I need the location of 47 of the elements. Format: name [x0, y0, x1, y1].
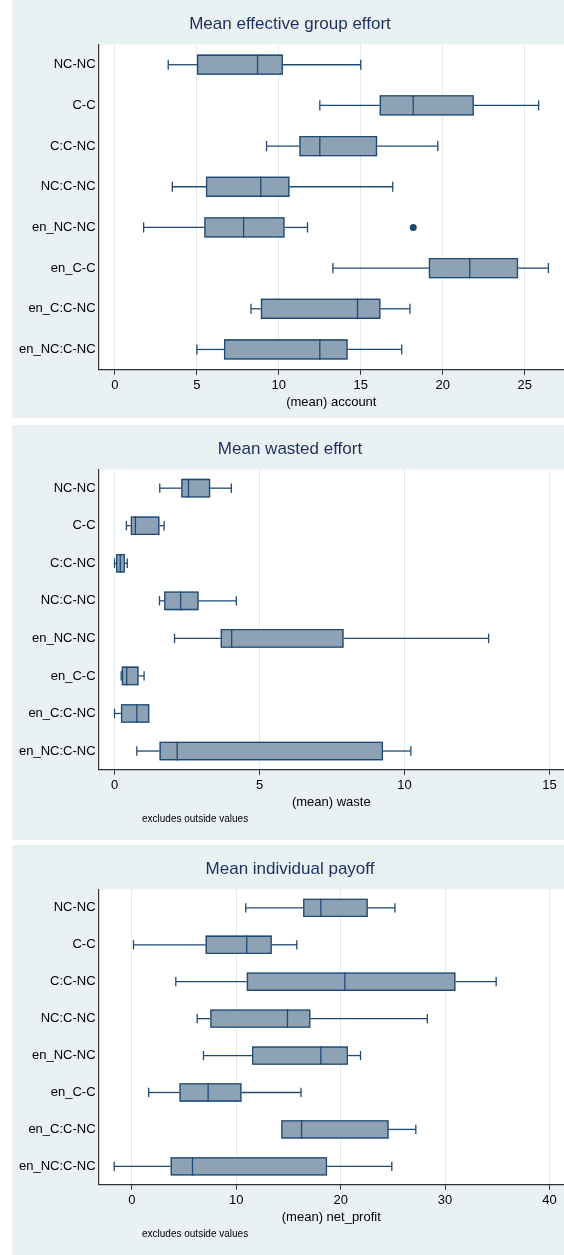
y-tick-label: NC-NC	[53, 479, 96, 495]
y-tick-label: en_C-C	[50, 667, 96, 683]
x-axis-title: (mean) waste	[291, 793, 371, 809]
y-tick-label: NC:C-NC	[40, 178, 96, 194]
x-tick-label: 20	[435, 377, 450, 393]
y-tick-label: C-C	[72, 936, 96, 952]
y-tick-label: en_C-C	[50, 1084, 96, 1100]
chart-title: Mean wasted effort	[217, 438, 363, 458]
y-tick-label: C-C	[72, 517, 96, 533]
x-tick-label: 10	[397, 777, 412, 793]
y-tick-label: en_NC:C-NC	[18, 341, 96, 357]
text: excludes outside values	[142, 1227, 249, 1239]
x-tick-label: 0	[128, 1192, 136, 1208]
y-tick-label: NC-NC	[53, 56, 96, 72]
y-tick-label: NC:C-NC	[40, 1010, 96, 1026]
y-tick-label: en_C:C-NC	[28, 1120, 96, 1136]
y-tick-label: en_C-C	[50, 259, 96, 275]
y-tick-label: C-C	[72, 96, 96, 112]
x-axis-title: (mean) net_profit	[281, 1208, 382, 1224]
x-tick-label: 0	[111, 377, 119, 393]
x-tick-label: 5	[193, 377, 201, 393]
x-tick-label: 20	[333, 1192, 348, 1208]
y-tick-label: en_C:C-NC	[28, 705, 96, 721]
y-tick-label: en_NC-NC	[31, 219, 96, 235]
y-tick-label: C:C-NC	[50, 973, 96, 989]
y-tick-label: NC:C-NC	[40, 592, 96, 608]
chart-title: Mean individual payoff	[205, 858, 375, 878]
x-tick-label: 30	[437, 1192, 453, 1208]
x-tick-label: 10	[271, 377, 287, 393]
y-tick-label: C:C-NC	[50, 137, 96, 153]
chart-title: Mean effective group effort	[189, 13, 392, 33]
y-tick-label: NC-NC	[53, 899, 96, 915]
x-tick-label: 15	[542, 777, 557, 793]
x-tick-label: 5	[255, 777, 264, 793]
y-tick-label: C:C-NC	[50, 554, 96, 570]
y-tick-label: en_NC-NC	[31, 1047, 96, 1063]
x-tick-label: 15	[353, 377, 369, 393]
y-tick-label: en_NC:C-NC	[18, 1157, 96, 1173]
x-tick-label: 10	[229, 1192, 244, 1208]
text: excludes outside values	[142, 812, 249, 824]
y-tick-label: en_NC:C-NC	[18, 742, 96, 758]
y-tick-label: en_C:C-NC	[28, 300, 96, 316]
x-axis-title: (mean) account	[286, 393, 377, 409]
x-tick-label: 0	[110, 777, 119, 793]
x-tick-label: 25	[517, 377, 532, 393]
x-tick-label: 40	[542, 1192, 557, 1208]
y-tick-label: en_NC-NC	[31, 629, 96, 645]
